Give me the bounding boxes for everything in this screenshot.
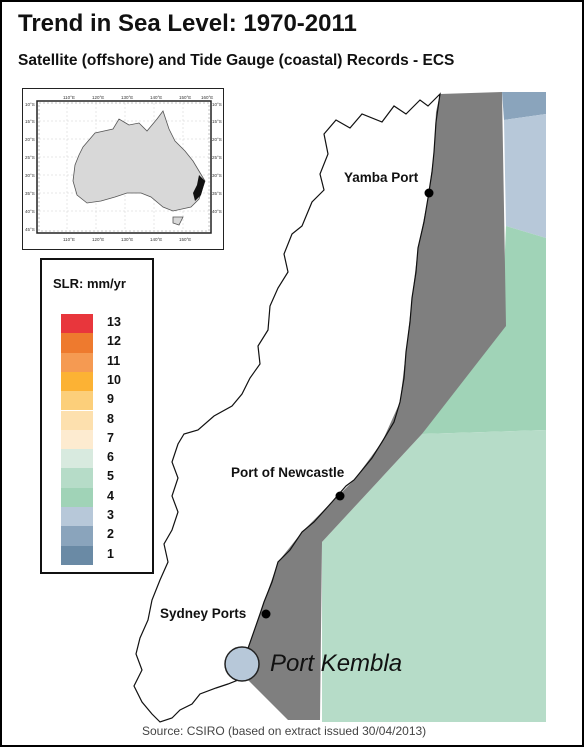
map-subtitle: Satellite (offshore) and Tide Gauge (coa…: [18, 52, 455, 69]
legend-item: 4: [61, 487, 151, 507]
inset-lon-label: 120°E: [92, 237, 104, 242]
inset-lat-label: 15°S: [212, 119, 222, 124]
inset-lat-label: 20°S: [25, 137, 35, 142]
inset-locator-map: 110°E 120°E 130°E 140°E 150°E 160°E 110°…: [22, 88, 224, 250]
zone-3mm: [504, 114, 546, 238]
port-kembla-marker: [224, 646, 260, 682]
australia-shape: [72, 110, 206, 212]
inset-lat-label: 25°S: [212, 155, 222, 160]
legend-value: 7: [107, 430, 114, 445]
legend-item: 12: [61, 333, 151, 353]
legend-swatch: [61, 352, 93, 372]
zone-2mm: [502, 92, 546, 120]
inset-lon-label: 130°E: [121, 95, 133, 100]
legend-value: 3: [107, 508, 114, 522]
legend-item: 5: [61, 468, 151, 488]
inset-lon-label: 140°E: [150, 237, 162, 242]
legend-swatch: [61, 487, 93, 507]
inset-lat-label: 25°S: [25, 155, 35, 160]
inset-lat-label: 30°S: [212, 173, 222, 178]
inset-lat-label: 15°S: [25, 119, 35, 124]
legend-value: 6: [107, 450, 114, 465]
inset-lon-label: 110°E: [63, 237, 75, 242]
inset-lon-label: 120°E: [92, 95, 104, 100]
inset-lat-label: 35°S: [212, 191, 222, 196]
legend-swatch: [61, 526, 93, 546]
coastal-strip: [242, 92, 506, 720]
legend-swatch: [61, 410, 93, 430]
legend-value: 11: [107, 353, 121, 368]
zone-5mm: [422, 226, 546, 434]
legend-item: 8: [61, 410, 151, 430]
legend-item: 9: [61, 391, 151, 411]
inset-lon-label: 130°E: [121, 237, 133, 242]
inset-lon-label: 160°E: [201, 95, 213, 100]
legend-swatch: [61, 545, 93, 565]
inset-lat-label: 10°S: [25, 102, 35, 107]
label-sydney-ports: Sydney Ports: [160, 606, 247, 621]
inset-lat-label: 30°S: [25, 173, 35, 178]
legend: SLR: mm/yr 13 12 11 10 9 8 7 6 5 4 3 2 1: [40, 258, 154, 574]
legend-value: 4: [107, 488, 114, 503]
legend-value: 5: [107, 469, 114, 484]
sydney-port-marker: [261, 609, 271, 619]
label-yamba-port: Yamba Port: [344, 170, 419, 185]
inset-lat-label: 40°S: [25, 209, 35, 214]
legend-value: 10: [107, 372, 121, 387]
legend-swatch: [61, 429, 93, 450]
inset-lon-label: 110°E: [63, 95, 75, 100]
label-port-of-newcastle: Port of Newcastle: [231, 465, 345, 480]
legend-item: 2: [61, 526, 151, 546]
inset-lat-label: 45°S: [25, 227, 35, 232]
yamba-port-marker: [424, 188, 434, 198]
legend-item: 13: [61, 314, 151, 334]
legend-swatch: [61, 314, 93, 334]
land-boundary: [133, 92, 441, 723]
legend-item: 10: [61, 371, 151, 392]
legend-value: 13: [107, 315, 121, 329]
legend-item: 7: [61, 429, 151, 450]
study-area-highlight: [193, 175, 205, 201]
newcastle-port-marker: [335, 491, 345, 501]
legend-title: SLR: mm/yr: [53, 276, 126, 291]
label-port-kembla: Port Kembla: [270, 650, 403, 677]
legend-swatch: [61, 449, 93, 469]
legend-swatch: [61, 333, 93, 353]
inset-map-graphic: 110°E 120°E 130°E 140°E 150°E 160°E 110°…: [25, 95, 222, 242]
legend-item: 3: [61, 507, 151, 527]
inset-lat-label: 40°S: [212, 209, 222, 214]
legend-value: 1: [107, 546, 114, 561]
inset-lon-label: 150°E: [179, 237, 191, 242]
inset-lat-label: 35°S: [25, 191, 35, 196]
legend-swatch: [61, 391, 93, 411]
inset-lon-label: 150°E: [179, 95, 191, 100]
legend-item: 11: [61, 352, 151, 372]
legend-value: 12: [107, 334, 121, 349]
legend-value: 9: [107, 392, 114, 407]
legend-item: 1: [61, 545, 151, 565]
zone-4mm: [322, 430, 546, 722]
source-credit: Source: CSIRO (based on extract issued 3…: [142, 724, 427, 738]
legend-swatch: [61, 468, 93, 488]
legend-swatch: [61, 371, 93, 392]
inset-lon-label: 140°E: [150, 95, 162, 100]
legend-value: 2: [107, 527, 114, 542]
legend-value: 8: [107, 411, 114, 426]
inset-lat-label: 10°S: [212, 102, 222, 107]
inset-lat-label: 20°S: [212, 137, 222, 142]
map-title: Trend in Sea Level: 1970-2011: [18, 10, 357, 37]
legend-item: 6: [61, 449, 151, 469]
legend-swatch: [61, 507, 93, 527]
